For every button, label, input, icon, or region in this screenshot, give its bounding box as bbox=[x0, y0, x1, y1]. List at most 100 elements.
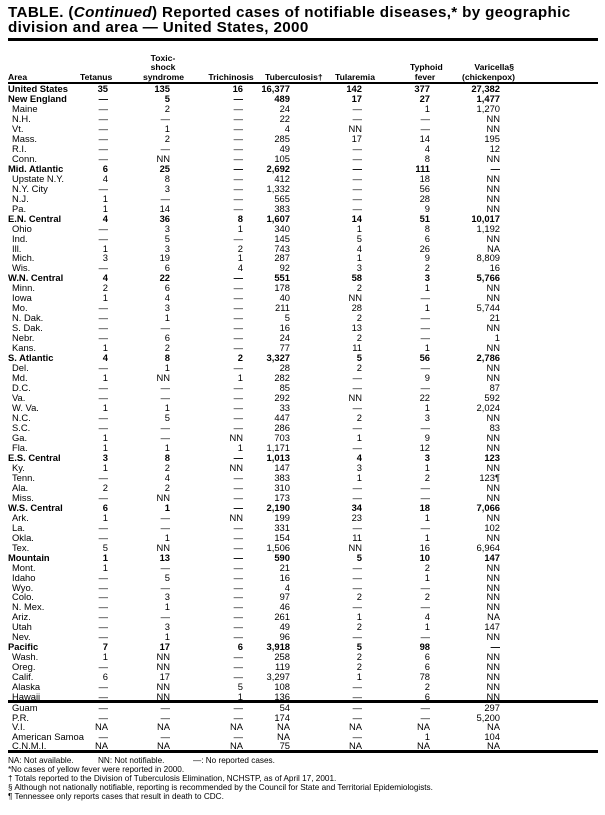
column-header-line: Tuberculosis† bbox=[265, 71, 323, 82]
cell-value: — bbox=[490, 162, 500, 174]
cell-value: 1 bbox=[237, 441, 243, 453]
cell-value: 2 bbox=[356, 332, 362, 344]
cell-value: 195 bbox=[484, 132, 500, 144]
cell-value: 6 bbox=[424, 691, 430, 703]
table-row: Va. — — — 292 NN 22 592 bbox=[0, 393, 605, 403]
territories-rule bbox=[8, 700, 598, 703]
table-row: Calif. 6 17 — 3,297 1 78 NN bbox=[0, 672, 605, 682]
table-row: American Samoa — — — NA — 1 104 bbox=[0, 731, 605, 742]
table-row-division: W.N. Central 4 22 — 551 58 3 5,766 bbox=[0, 273, 605, 283]
cell-value: — bbox=[420, 292, 430, 304]
cell-value: 14 bbox=[351, 212, 362, 224]
cell-value: 1 bbox=[424, 571, 430, 583]
cell-value: 3 bbox=[164, 182, 170, 194]
cell-value: — bbox=[352, 192, 362, 204]
cell-value: NN bbox=[486, 581, 500, 593]
cell-value: — bbox=[233, 302, 243, 314]
cell-value: — bbox=[233, 702, 243, 713]
cell-value: 18 bbox=[419, 501, 430, 513]
cell-value: 34 bbox=[351, 501, 362, 513]
cell-value: — bbox=[352, 691, 362, 703]
cell-value: 8 bbox=[164, 352, 170, 364]
cell-value: 1 bbox=[164, 312, 170, 324]
cell-value: 142 bbox=[346, 83, 362, 94]
cell-value: 87 bbox=[489, 382, 500, 394]
cell-value: 21 bbox=[279, 561, 290, 573]
area-name: Upstate N.Y. bbox=[12, 172, 64, 184]
cell-value: 1 bbox=[102, 292, 108, 304]
cell-value: — bbox=[160, 511, 170, 523]
cell-value: — bbox=[98, 112, 108, 124]
area-name: N.Y. City bbox=[12, 182, 48, 194]
bottom-rule bbox=[8, 750, 598, 753]
cell-value: 24 bbox=[279, 332, 290, 344]
cell-value: NN bbox=[486, 601, 500, 613]
cell-value: 1 bbox=[102, 242, 108, 254]
table-row: N.J. 1 — — 565 — 28 NN bbox=[0, 192, 605, 204]
cell-value: 1 bbox=[164, 402, 170, 414]
cell-value: 4 bbox=[237, 262, 243, 274]
cell-value: NN bbox=[486, 561, 500, 573]
cell-value: 1 bbox=[102, 431, 108, 443]
cell-value: 287 bbox=[274, 252, 290, 264]
cell-value: NA bbox=[348, 721, 362, 733]
cell-value: 1,607 bbox=[266, 212, 290, 224]
cell-value: 8 bbox=[424, 222, 430, 234]
cell-value: — bbox=[352, 441, 362, 453]
cell-value: 51 bbox=[419, 212, 430, 224]
cell-value: 92 bbox=[279, 262, 290, 274]
cell-value: — bbox=[98, 591, 108, 603]
area-name: Ind. bbox=[12, 232, 28, 244]
cell-value: NN bbox=[486, 232, 500, 244]
cell-value: 178 bbox=[274, 282, 290, 294]
cell-value: — bbox=[233, 481, 243, 493]
cell-value: 4 bbox=[102, 272, 108, 284]
cell-value: — bbox=[233, 531, 243, 543]
cell-value: NN bbox=[486, 192, 500, 204]
cell-value: — bbox=[98, 232, 108, 244]
cell-value: 12 bbox=[489, 142, 500, 154]
area-name: V.I. bbox=[12, 721, 26, 733]
cell-value: 412 bbox=[274, 172, 290, 184]
table-row: Kans. 1 2—77 11 1 NN bbox=[0, 343, 605, 353]
area-name: E.S. Central bbox=[8, 451, 61, 463]
legend-dash: —: No reported cases. bbox=[193, 756, 275, 765]
cell-value: 8 bbox=[164, 172, 170, 184]
table-row-division: Pacific 7 17 6 3,918 5 98 — bbox=[0, 642, 605, 652]
table-row: La. — — — 331 — — 102 bbox=[0, 522, 605, 533]
cell-value: 5 bbox=[164, 412, 170, 423]
cell-value: 1 bbox=[424, 102, 430, 114]
cell-value: 23 bbox=[351, 511, 362, 523]
table-row: Ariz. — — — 261 1 4 NA bbox=[0, 612, 605, 622]
cell-value: 28 bbox=[419, 192, 430, 204]
cell-value: 4 bbox=[284, 581, 290, 593]
cell-value: 1 bbox=[164, 122, 170, 134]
cell-value: 123¶ bbox=[479, 471, 500, 483]
cell-value: 489 bbox=[274, 92, 290, 104]
top-rule bbox=[8, 38, 598, 41]
cell-value: — bbox=[233, 312, 243, 324]
cell-value: 5 bbox=[356, 352, 362, 364]
cell-value: — bbox=[352, 491, 362, 503]
cell-value: 1 bbox=[164, 501, 170, 513]
cell-value: 2,024 bbox=[476, 402, 500, 414]
area-name: C.N.M.I. bbox=[12, 740, 47, 752]
area-name: S. Dak. bbox=[12, 322, 43, 334]
cell-value: NN bbox=[486, 202, 500, 214]
cell-value: 2,692 bbox=[266, 162, 290, 174]
cell-value: NA bbox=[94, 740, 108, 752]
cell-value: — bbox=[490, 641, 500, 653]
cell-value: 58 bbox=[351, 272, 362, 284]
cell-value: NN bbox=[486, 122, 500, 134]
cell-value: — bbox=[98, 691, 108, 703]
cell-value: — bbox=[160, 392, 170, 404]
cell-value: — bbox=[352, 481, 362, 493]
cell-value: 111 bbox=[415, 162, 430, 174]
cell-value: 1 bbox=[424, 302, 430, 314]
cell-value: NN bbox=[486, 292, 500, 304]
cell-value: 1,192 bbox=[476, 222, 500, 234]
cell-value: NN bbox=[486, 461, 500, 473]
cell-value: 2 bbox=[102, 481, 108, 493]
area-name: N.C. bbox=[12, 412, 31, 423]
cell-value: NN bbox=[486, 511, 500, 523]
